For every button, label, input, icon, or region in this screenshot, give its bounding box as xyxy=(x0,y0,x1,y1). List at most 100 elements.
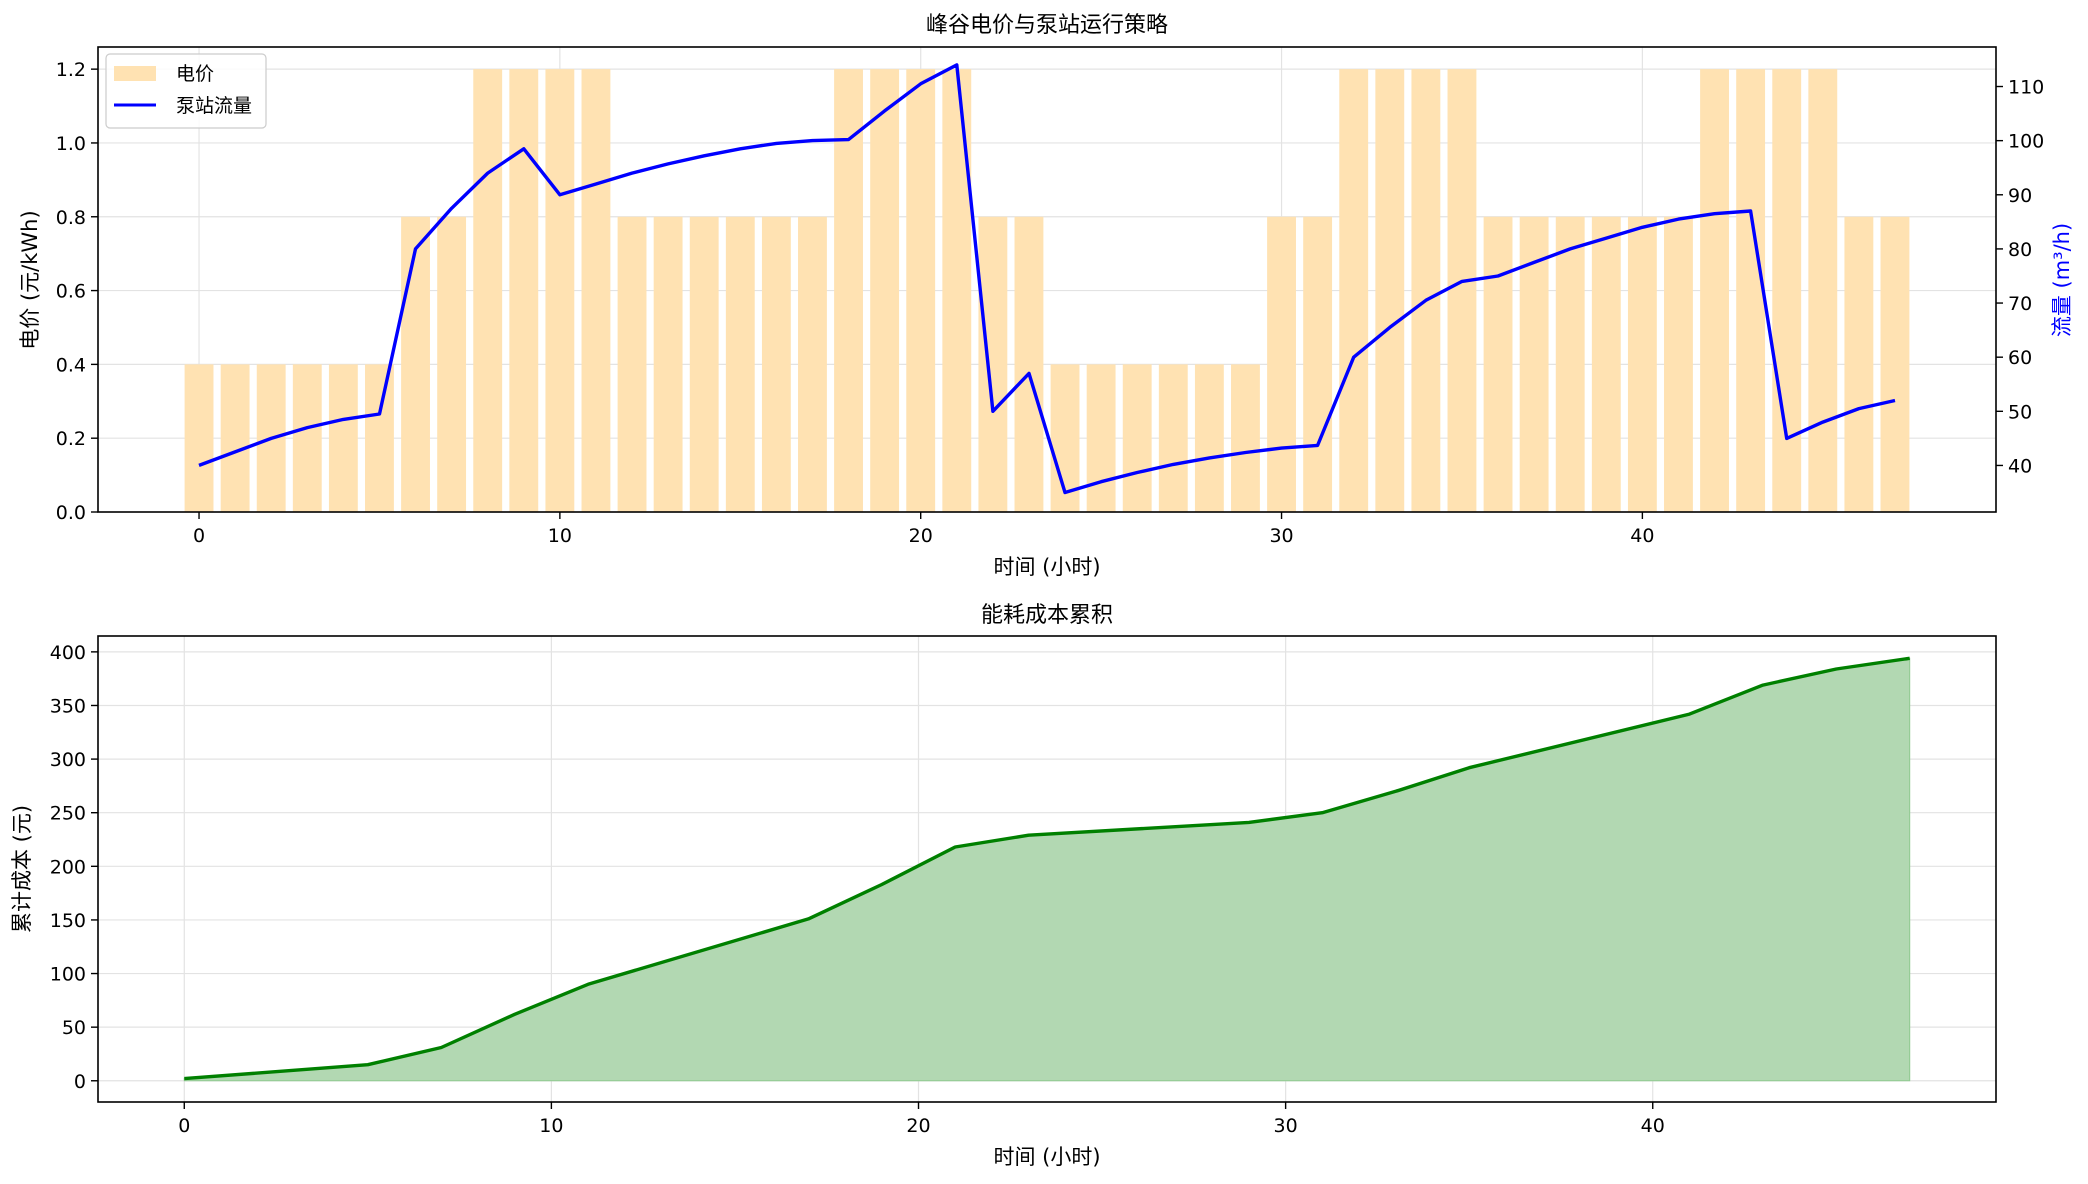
price-bar xyxy=(220,364,250,512)
top-x-tick-label: 30 xyxy=(1269,525,1293,547)
legend: 电价 泵站流量 xyxy=(105,53,267,129)
top-x-axis-label: 时间 (小时) xyxy=(993,555,1100,579)
bottom-x-tick-label: 10 xyxy=(539,1115,563,1137)
legend-label-flow: 泵站流量 xyxy=(176,95,252,117)
bottom-y-axis: 0 50 100 150 200 250 300 350 400 xyxy=(50,642,98,1093)
bottom-y-tick-label: 0 xyxy=(74,1071,86,1093)
price-bar xyxy=(906,69,936,513)
cost-line xyxy=(184,656,1910,1081)
price-bar xyxy=(1303,216,1333,512)
flow-line xyxy=(198,63,1896,495)
price-bar xyxy=(292,364,322,512)
price-bar xyxy=(401,216,430,512)
top-x-tick-label: 10 xyxy=(548,525,572,547)
top-x-tick-label: 0 xyxy=(193,525,205,547)
bottom-subplot: 能耗成本累积 0 10 20 30 40 0 50 100 150 200 250 300 350 40… xyxy=(10,603,1997,1169)
bottom-x-tick-label: 0 xyxy=(178,1115,190,1137)
price-bar xyxy=(1086,364,1116,512)
price-bar xyxy=(617,216,647,512)
bottom-x-tick-label: 40 xyxy=(1641,1115,1665,1137)
legend-swatch-price xyxy=(114,66,156,81)
price-bar xyxy=(437,216,467,512)
bottom-x-axis: 0 10 20 30 40 xyxy=(178,1102,1665,1137)
price-bars xyxy=(184,69,1910,513)
top-y-tick-label: 1.2 xyxy=(56,59,86,81)
price-bar xyxy=(761,216,791,512)
bottom-y-tick-label: 350 xyxy=(50,695,86,717)
price-bar xyxy=(1627,216,1657,512)
bottom-y-axis-label: 累计成本 (元) xyxy=(10,805,34,933)
price-bar xyxy=(1231,364,1260,512)
top-y2-tick-label: 110 xyxy=(2008,77,2044,99)
price-bar xyxy=(184,364,214,512)
bottom-y-tick-label: 200 xyxy=(50,856,86,878)
cost-area-group xyxy=(183,656,1911,1082)
price-bar xyxy=(1555,216,1585,512)
price-bar xyxy=(834,69,863,513)
top-y2-tick-label: 40 xyxy=(2008,455,2032,477)
top-y-tick-label: 0.6 xyxy=(56,281,86,303)
price-bar xyxy=(1447,69,1477,513)
price-bar xyxy=(978,216,1008,512)
top-y-tick-label: 0.2 xyxy=(56,428,86,450)
price-bar xyxy=(942,69,972,513)
price-bar xyxy=(1772,69,1802,513)
price-bar xyxy=(1736,69,1766,513)
bottom-y-tick-label: 400 xyxy=(50,642,86,664)
top-x-tick-label: 20 xyxy=(909,525,933,547)
top-y2-tick-label: 90 xyxy=(2008,185,2032,207)
price-bar xyxy=(365,364,394,512)
top-y2-tick-label: 70 xyxy=(2008,293,2032,315)
top-y-tick-label: 0.8 xyxy=(56,207,86,229)
legend-label-price: 电价 xyxy=(176,63,214,85)
bottom-y-tick-label: 250 xyxy=(50,803,86,825)
price-bar xyxy=(689,216,719,512)
top-y-axis-left: 0.0 0.2 0.4 0.6 0.8 1.0 1.2 xyxy=(56,59,98,524)
top-y2-tick-label: 80 xyxy=(2008,239,2032,261)
flow-line-group xyxy=(198,63,1896,495)
price-bar xyxy=(328,364,358,512)
price-bar xyxy=(1194,364,1224,512)
top-y-axis-right-label: 流量 (m³/h) xyxy=(2050,223,2074,337)
top-y2-tick-label: 60 xyxy=(2008,347,2032,369)
bottom-y-tick-label: 100 xyxy=(50,964,86,986)
bottom-y-tick-label: 300 xyxy=(50,749,86,771)
top-axes-frame xyxy=(97,46,1997,513)
price-bar xyxy=(1664,216,1693,512)
price-bar xyxy=(1014,216,1044,512)
top-y-tick-label: 0.4 xyxy=(56,354,86,376)
top-subplot: 峰谷电价与泵站运行策略 0 10 20 30 40 0.0 0.2 0.4 0.6 0.8 1.0… xyxy=(18,13,2074,579)
price-bar xyxy=(545,69,575,513)
price-bar xyxy=(1844,216,1874,512)
price-bar xyxy=(473,69,503,513)
top-y2-tick-label: 50 xyxy=(2008,401,2032,423)
bottom-y-tick-label: 150 xyxy=(50,910,86,932)
price-bar xyxy=(653,216,683,512)
top-y2-tick-label: 100 xyxy=(2008,131,2044,153)
top-x-tick-label: 40 xyxy=(1630,525,1654,547)
top-y-tick-label: 1.0 xyxy=(56,133,86,155)
top-y-axis-label: 电价 (元/kWh) xyxy=(18,210,42,349)
price-bar xyxy=(1880,216,1910,512)
bottom-x-axis-label: 时间 (小时) xyxy=(993,1145,1100,1169)
top-y-tick-label: 0.0 xyxy=(56,502,86,524)
price-bar xyxy=(1158,364,1188,512)
price-bar xyxy=(1375,69,1405,513)
price-bar xyxy=(870,69,900,513)
price-bar xyxy=(725,216,755,512)
bottom-x-tick-label: 20 xyxy=(906,1115,930,1137)
bottom-x-tick-label: 30 xyxy=(1274,1115,1298,1137)
price-bar xyxy=(581,69,611,513)
price-bar xyxy=(509,69,539,513)
price-bar xyxy=(1591,216,1621,512)
bottom-y-tick-label: 50 xyxy=(62,1017,86,1039)
price-bar xyxy=(1411,69,1441,513)
price-bar xyxy=(1267,216,1296,512)
top-y-axis-right: 40 50 60 70 80 90 100 110 xyxy=(1996,77,2044,477)
price-bar xyxy=(1700,69,1729,513)
bottom-axes-frame xyxy=(97,635,1997,1103)
price-bar xyxy=(1122,364,1152,512)
price-bar xyxy=(1808,69,1838,513)
bottom-chart-title: 能耗成本累积 xyxy=(981,603,1113,628)
